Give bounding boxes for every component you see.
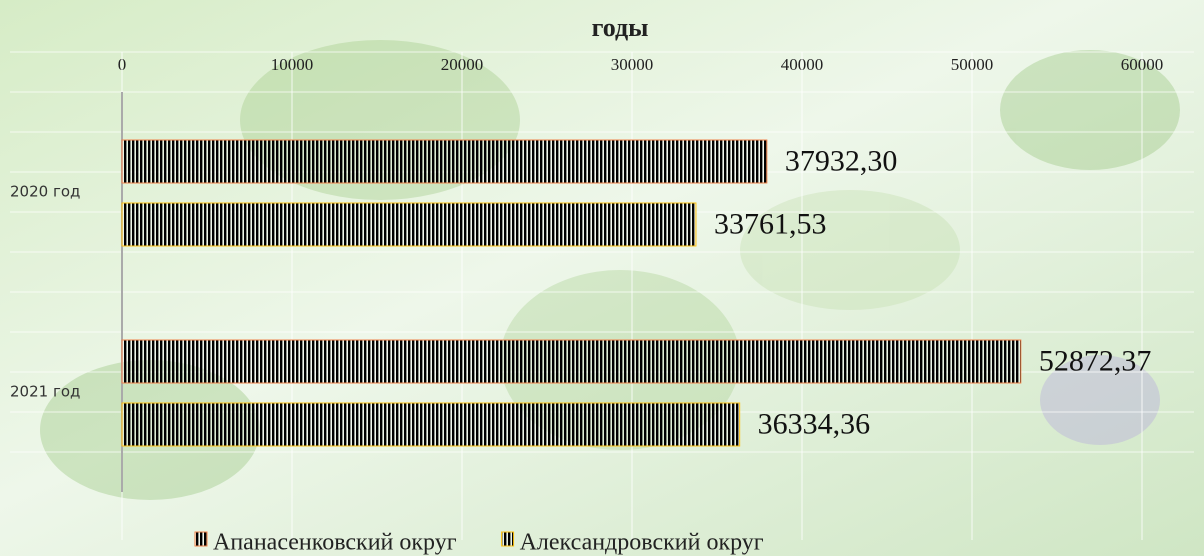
bar [122, 340, 1021, 383]
value-label: 33761,53 [714, 207, 827, 240]
value-label: 37932,30 [785, 144, 898, 177]
legend-swatch [502, 532, 514, 546]
legend-label: Александровский округ [520, 530, 764, 556]
legend-label: Апанасенковский округ [213, 530, 457, 556]
bar [122, 203, 696, 246]
bar [122, 403, 740, 446]
chart-title: годы [592, 13, 649, 42]
y-tick-label: 2021 год [10, 383, 80, 401]
legend-swatch [195, 532, 207, 546]
value-label: 52872,37 [1039, 344, 1152, 377]
bar [122, 140, 767, 183]
y-tick-label: 2020 год [10, 183, 80, 201]
value-label: 36334,36 [758, 407, 871, 440]
chart: годы 01000020000300004000050000600002020… [0, 0, 1204, 556]
